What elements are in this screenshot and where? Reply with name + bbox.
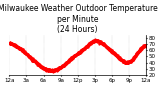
Title: Milwaukee Weather Outdoor Temperature
per Minute
(24 Hours): Milwaukee Weather Outdoor Temperature pe…: [0, 4, 158, 34]
